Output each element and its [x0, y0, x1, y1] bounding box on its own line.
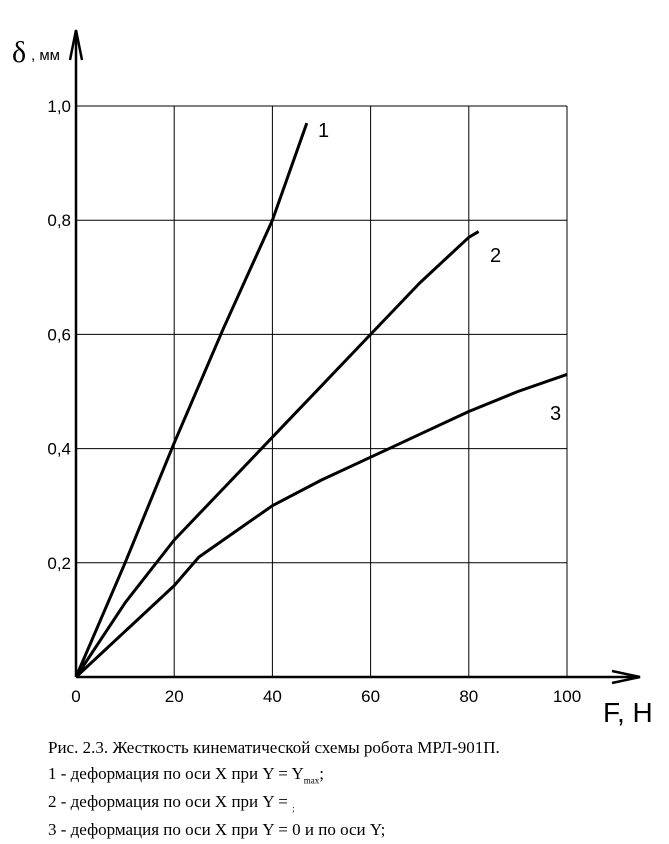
x-axis-arrow [611, 669, 641, 685]
x-tick-label: 60 [361, 687, 380, 706]
series-line-3 [74, 372, 568, 679]
y-axis-arrow [68, 29, 84, 61]
x-tick-label: 40 [263, 687, 282, 706]
x-tick-label: 80 [459, 687, 478, 706]
caption-title: Рис. 2.3. Жесткость кинематической схемы… [48, 738, 500, 757]
y-tick-label: 1,0 [47, 97, 71, 116]
caption-line-1: 1 - деформация по оси X при Y = Ymax; [48, 764, 325, 786]
series-line-1 [74, 122, 309, 678]
x-tick-label: 20 [165, 687, 184, 706]
series-label-1: 1 [318, 120, 329, 142]
y-tick-label: 0,8 [47, 211, 71, 230]
caption-line-3: 3 - деформация по оси X при Y = 0 и по о… [48, 820, 386, 839]
series-label-2: 2 [490, 245, 501, 267]
x-axis-label: F, H [603, 697, 653, 728]
y-axis-symbol: δ [12, 36, 26, 69]
caption-line-2: 2 - деформация по оси X при Y = ; [48, 792, 295, 814]
y-tick-label: 0,4 [47, 440, 71, 459]
x-tick-label: 0 [71, 687, 80, 706]
series-line-2 [74, 230, 480, 678]
series-label-3: 3 [550, 403, 561, 425]
chart: 0 20 40 60 80 100 0,2 0,4 0,6 0,8 1,0 δ , мм F, H 1 2 3 [12, 29, 653, 728]
y-axis-unit: , мм [31, 47, 60, 64]
x-tick-label: 100 [553, 687, 581, 706]
y-tick-label: 0,2 [47, 554, 71, 573]
y-tick-label: 0,6 [47, 325, 71, 344]
